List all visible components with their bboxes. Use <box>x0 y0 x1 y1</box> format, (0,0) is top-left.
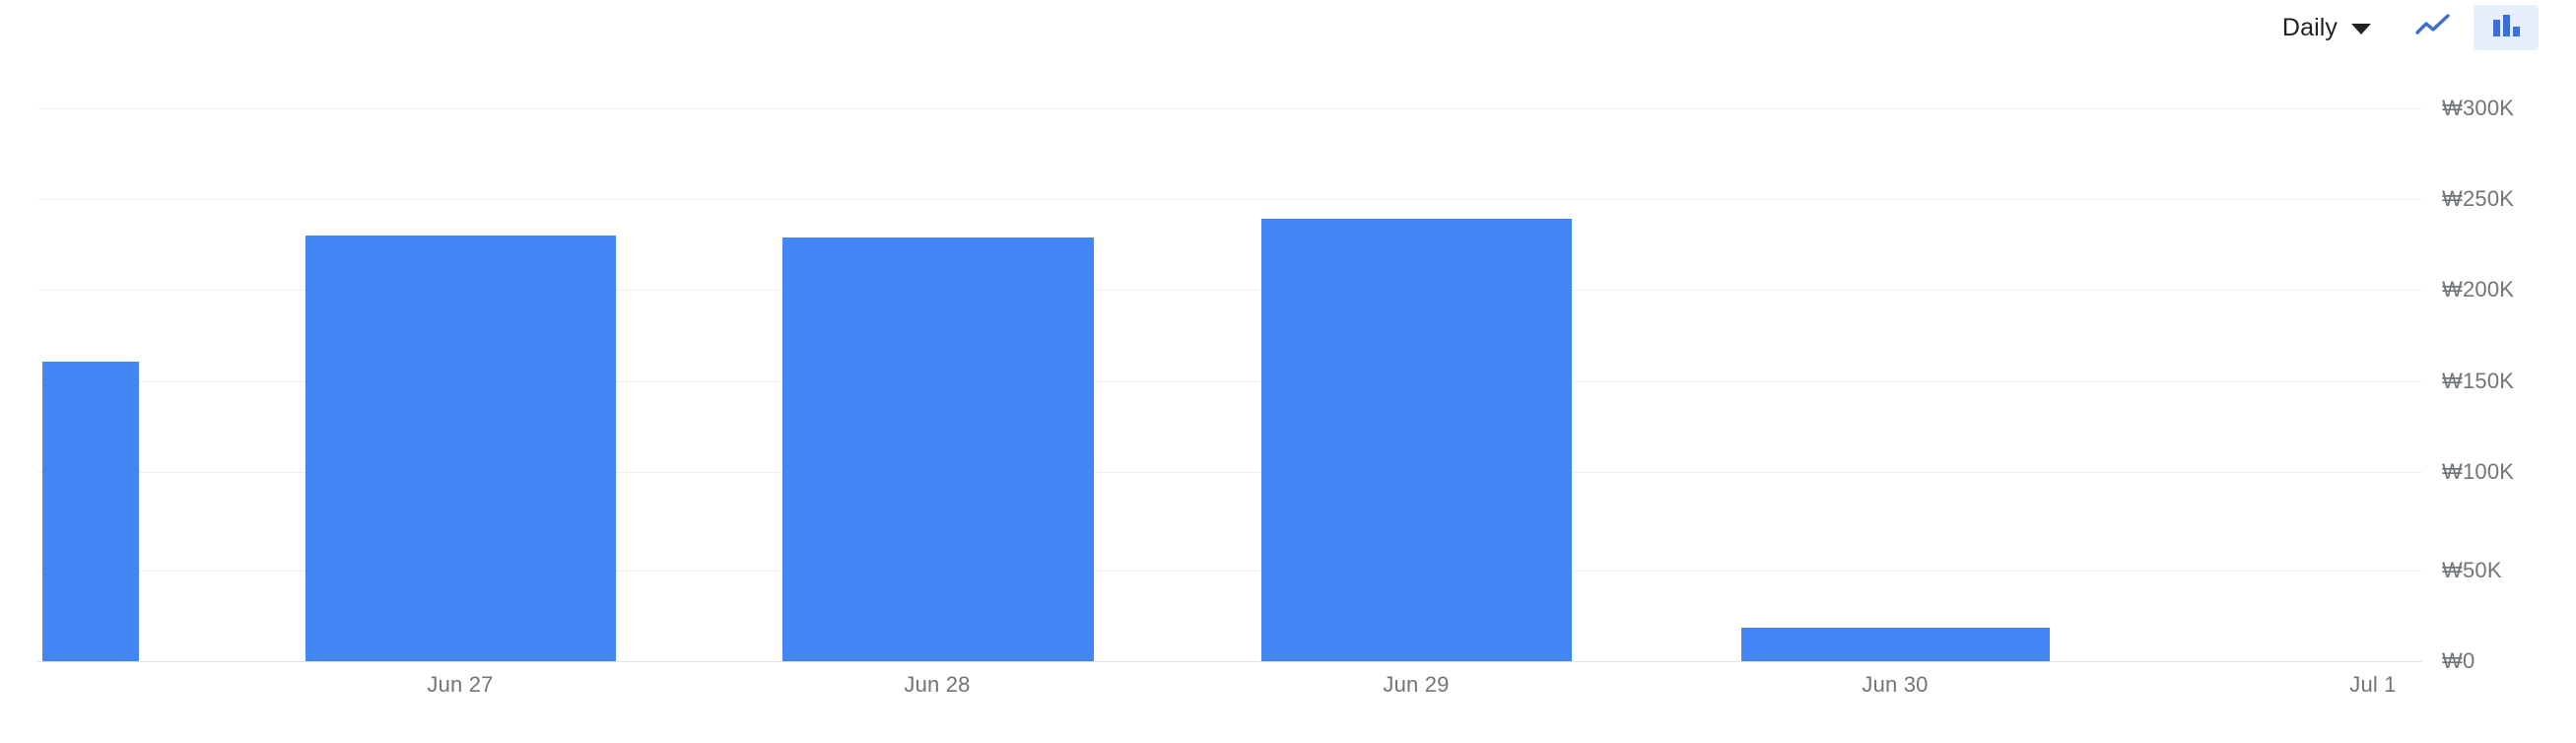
y-axis-tick-label: ₩150K <box>2442 369 2515 393</box>
y-axis-tick-label: ₩0 <box>2442 648 2475 673</box>
gridline-250k <box>37 199 2422 200</box>
chart-type-toggle-group <box>2401 5 2539 50</box>
chart-toolbar: Daily <box>2272 0 2539 55</box>
gridline-100k <box>37 472 2422 473</box>
x-axis-tick-label: Jun 30 <box>1862 672 1929 697</box>
gridline-300k <box>37 108 2422 109</box>
bar-jun-27[interactable] <box>305 236 616 661</box>
y-axis-tick-label: ₩300K <box>2442 96 2515 120</box>
granularity-dropdown[interactable]: Daily <box>2272 10 2381 46</box>
bar-jun-28[interactable] <box>782 237 1094 661</box>
y-axis-tick-label: ₩50K <box>2442 558 2502 582</box>
bar-jun-30[interactable] <box>1741 628 2050 661</box>
x-axis-tick-label: Jun 27 <box>427 672 494 697</box>
gridline-50k <box>37 571 2422 572</box>
gridline-150k <box>37 381 2422 382</box>
x-axis-tick-label: Jun 29 <box>1383 672 1450 697</box>
bar-partial-leading[interactable] <box>42 362 139 661</box>
line-chart-toggle-button[interactable] <box>2401 5 2466 50</box>
y-axis-tick-label: ₩100K <box>2442 459 2515 484</box>
bar-jun-29[interactable] <box>1261 219 1572 661</box>
granularity-label: Daily <box>2281 13 2338 41</box>
x-axis-tick-label: Jul 1 <box>2349 672 2397 697</box>
x-axis-tick-label: Jun 28 <box>904 672 971 697</box>
y-axis-tick-label: ₩200K <box>2442 277 2515 302</box>
y-axis-tick-label: ₩250K <box>2442 186 2515 211</box>
gridline-zero-baseline <box>37 661 2422 662</box>
gridline-200k <box>37 290 2422 291</box>
bar-chart-toggle-button[interactable] <box>2474 5 2539 50</box>
bar-chart-icon <box>2490 13 2522 43</box>
line-chart-icon <box>2415 13 2451 43</box>
chevron-down-icon <box>2351 24 2371 34</box>
